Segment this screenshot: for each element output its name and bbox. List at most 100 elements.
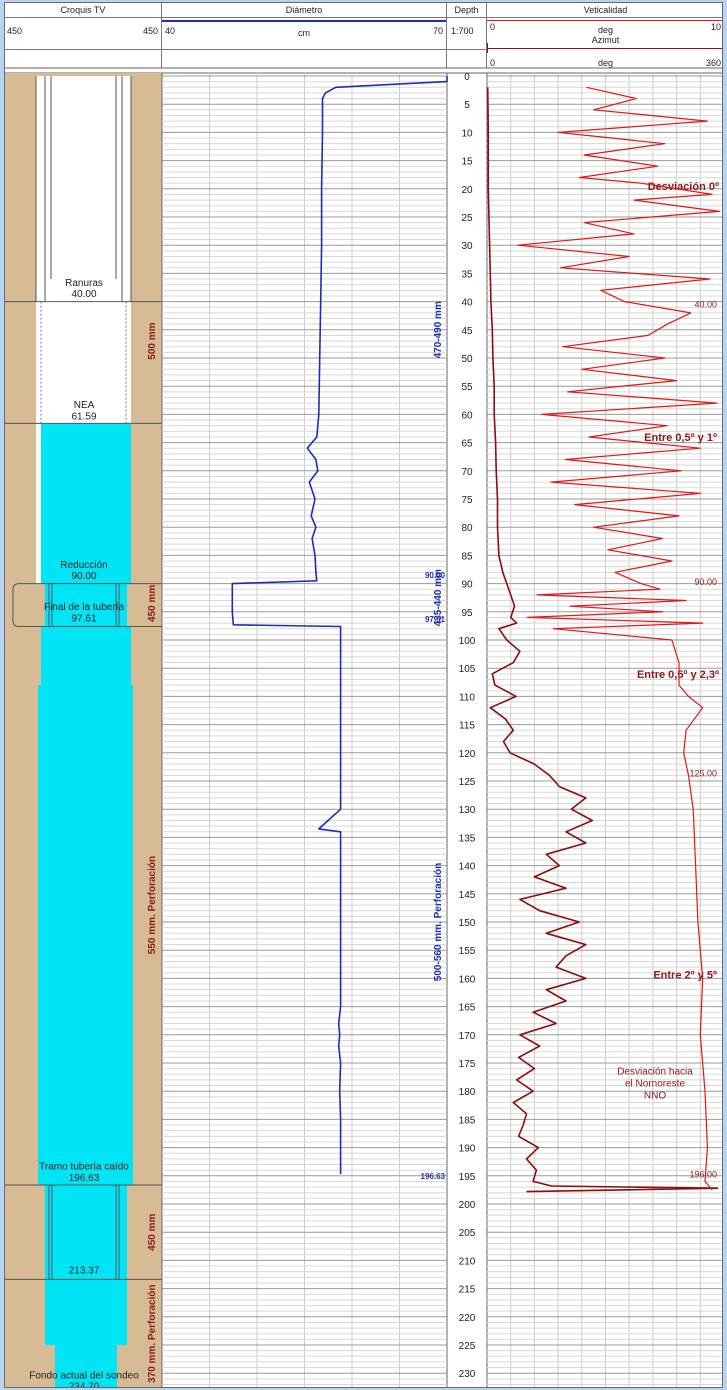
verticality-header: Veticalidad 0 deg 10 Azimut 0 deg 360 [487, 3, 722, 68]
depth-tick-label: 5 [464, 100, 470, 111]
depth-tick-label: 160 [459, 974, 476, 985]
depth-tick-label: 110 [459, 692, 475, 703]
depth-tick-label: 95 [461, 608, 473, 619]
croquis-title: Croquis TV [60, 5, 106, 15]
depth-tick-label: 185 [459, 1115, 476, 1126]
croquis-label: 61.59 [71, 412, 96, 423]
verticality-annotation: 125.00 [689, 769, 717, 779]
croquis-label: Fondo actual del sondeo [29, 1370, 139, 1381]
depth-tick-label: 100 [459, 636, 476, 647]
depth-tick-label: 120 [459, 749, 476, 760]
croquis-label: NEA [74, 400, 95, 411]
depth-tick-label: 190 [459, 1144, 476, 1155]
depth-marker: 196.63 [421, 1172, 446, 1181]
depth-tick-label: 50 [461, 354, 473, 365]
verticality-annotation: 196.00 [689, 1170, 717, 1180]
depth-tick-label: 215 [459, 1285, 476, 1296]
reduction-bracket [12, 583, 162, 628]
croquis-max: 450 [142, 26, 158, 36]
verticality-max: 10 [710, 22, 721, 32]
depth-tick-label: 60 [461, 410, 473, 421]
well-segment [55, 1345, 117, 1387]
verticality-annotation: Entre 2º y 5º [653, 969, 717, 981]
verticality-annotation: Desviación hacia [617, 1066, 693, 1077]
depth-tick-label: 220 [459, 1313, 476, 1324]
depth-tick-label: 40 [461, 298, 473, 309]
depth-tick-label: 85 [461, 551, 473, 562]
curves [231, 76, 720, 1193]
annotations: 90.00 97.61 196.63 470-490 mm 435-440 mm 500-… [421, 181, 719, 1181]
diameter-zone-label: 500 mm [147, 322, 158, 359]
croquis-label: 90.00 [71, 571, 96, 582]
depth-tick-label: 135 [459, 833, 476, 844]
diameter-zone-label: 550 mm. Perforación [147, 856, 158, 954]
verticality-curve [517, 86, 720, 1191]
interval-label: 470-490 mm [433, 301, 444, 358]
depth-tick-label: 230 [459, 1369, 476, 1380]
croquis-label: 97.61 [71, 613, 96, 624]
depth-tick-label: 205 [459, 1228, 476, 1239]
well-segment [41, 423, 131, 584]
depth-tick-label: 210 [459, 1256, 476, 1267]
well-log-sheet: Croquis TV 450 450 Diámetro 40 cm 70 Dep… [4, 2, 723, 1388]
interval-label: 500-560 mm. Perforación [433, 863, 444, 981]
depth-tick-label: 75 [461, 495, 473, 506]
depth-header: Depth 1:700 [447, 3, 487, 68]
verticality-title: Veticalidad [583, 5, 628, 15]
depth-tick-label: 70 [461, 467, 473, 478]
depth-tick-label: 30 [461, 241, 473, 252]
diameter-zone-label: 370 mm. Perforación [147, 1285, 158, 1383]
azimuth-title: Azimut [591, 35, 620, 45]
well-segment [41, 626, 131, 686]
diameter-curve [231, 76, 448, 1175]
depth-tick-label: 10 [461, 128, 473, 139]
verticality-annotation: NNO [644, 1091, 666, 1102]
depth-tick-label: 45 [461, 326, 473, 337]
depth-tick-label: 180 [459, 1087, 476, 1098]
verticality-annotation: Entre 0,5º y 1º [644, 432, 717, 444]
azimuth-min: 0 [490, 58, 496, 68]
diameter-max: 70 [432, 26, 443, 36]
depth-marker: 97.61 [425, 615, 446, 624]
depth-tick-label: 175 [459, 1059, 476, 1070]
depth-title: Depth [454, 5, 479, 15]
depth-tick-label: 90 [461, 580, 473, 591]
verticality-min: 0 [490, 22, 496, 32]
croquis-label: 213.37 [69, 1265, 100, 1276]
croquis-min: 450 [7, 26, 23, 36]
log-tracks: Ranuras40.00NEA61.59Reducción90.00Final … [5, 67, 722, 1387]
depth-tick-label: 155 [459, 946, 476, 957]
azimuth-max: 360 [705, 58, 721, 68]
verticality-annotation: 40.00 [694, 299, 717, 309]
depth-tick-label: 115 [459, 721, 475, 732]
depth-tick-label: 200 [459, 1200, 476, 1211]
depth-tick-label: 15 [461, 157, 473, 168]
depth-tick-label: 25 [461, 213, 473, 224]
depth-scale: 1:700 [451, 26, 474, 36]
interval-label: 435-440 mm [433, 569, 444, 626]
depth-tick-label: 165 [459, 1003, 476, 1014]
depth-tick-label: 55 [461, 382, 473, 393]
verticality-unit: deg [597, 25, 614, 35]
croquis-label: 196.63 [69, 1173, 100, 1184]
azimuth-curve [486, 87, 719, 1193]
verticality-annotation: Entre 0,5º y 2,3º [637, 669, 719, 681]
depth-marker: 90.00 [425, 571, 446, 580]
depth-tick-label: 225 [459, 1341, 476, 1352]
croquis-label: Reducción [60, 560, 107, 571]
well-segment [45, 1184, 127, 1345]
depth-tick-label: 145 [459, 890, 476, 901]
depth-tick-label: 20 [461, 185, 473, 196]
depth-tick-label: 105 [459, 664, 476, 675]
depth-tick-label: 195 [459, 1172, 476, 1183]
depth-tick-label: 65 [461, 439, 473, 450]
depth-tick-label: 35 [461, 269, 473, 280]
depth-tick-label: 80 [461, 523, 473, 534]
depth-tick-label: 140 [459, 862, 476, 873]
depth-tick-label: 0 [464, 72, 470, 83]
depth-tick-label: 170 [459, 1031, 476, 1042]
diameter-header: Diámetro 40 cm 70 [162, 3, 447, 68]
diameter-title: Diámetro [285, 5, 323, 15]
croquis-header: Croquis TV 450 450 [5, 3, 162, 68]
